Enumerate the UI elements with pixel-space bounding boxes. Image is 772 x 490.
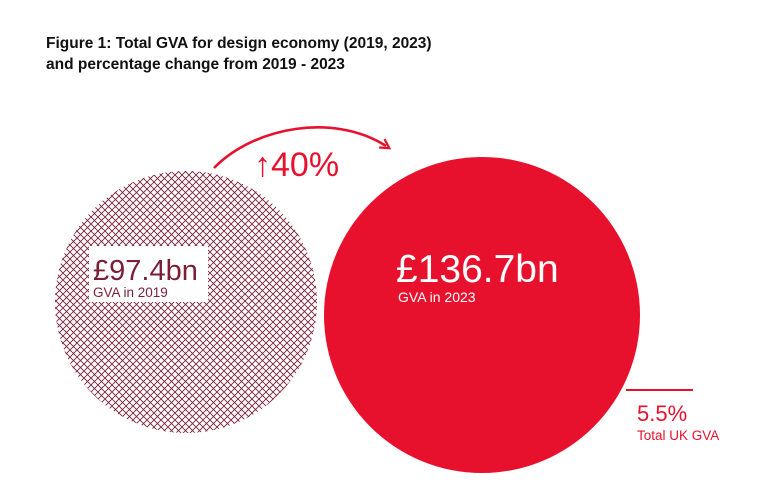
chart-title: Figure 1: Total GVA for design economy (… — [46, 33, 432, 75]
caption-2019: GVA in 2019 — [93, 285, 168, 300]
change-arrow — [213, 126, 386, 169]
share-caption: Total UK GVA — [637, 428, 719, 443]
chart-title-line-1: Figure 1: Total GVA for design economy (… — [46, 35, 432, 52]
change-percent: 40% — [271, 146, 339, 184]
caption-2023: GVA in 2023 — [398, 289, 476, 305]
change-arrow-glyph: ↑ — [254, 146, 271, 184]
change-label: ↑40% — [254, 146, 339, 184]
value-label-2019: £97.4bn — [93, 255, 198, 287]
chart-title-line-2: and percentage change from 2019 - 2023 — [46, 56, 345, 73]
value-label-2023: £136.7bn — [396, 248, 559, 291]
bubble-2023 — [324, 157, 640, 473]
label-box-2019 — [89, 246, 208, 302]
share-value: 5.5% — [637, 401, 687, 426]
